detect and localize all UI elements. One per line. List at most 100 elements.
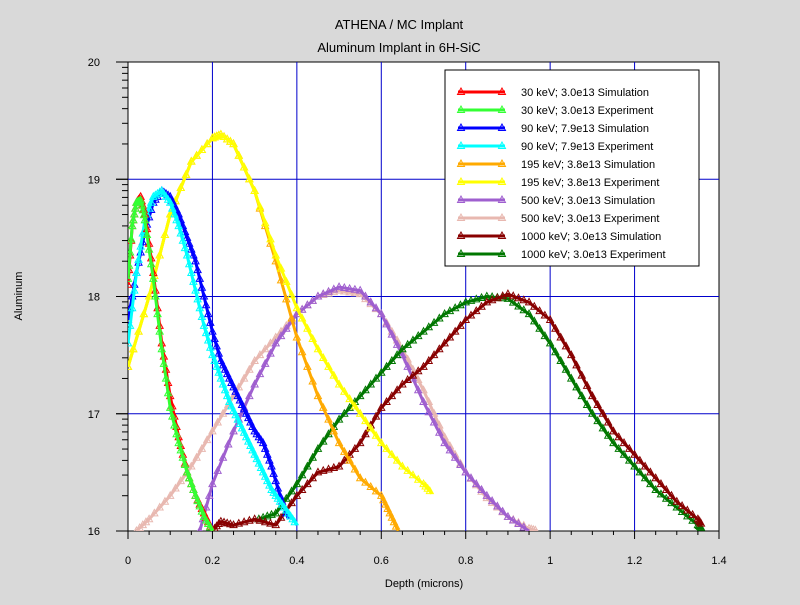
series-point [281,493,291,502]
series-point [218,408,228,417]
series-point [260,218,270,227]
legend-marker [497,86,507,95]
series-point [532,525,539,531]
series-point [350,401,360,410]
series-point [429,350,439,359]
series-point [267,461,276,470]
series-point [683,505,692,514]
series-point [271,508,281,517]
series-point [318,436,328,445]
series-point [303,461,312,470]
series-point [281,276,291,285]
series-point [128,247,135,256]
series-point [403,339,413,348]
series-point [556,332,566,341]
series-point [142,229,152,238]
series-point [656,489,666,498]
series-1 [128,195,215,531]
series-point [382,396,391,406]
series-point [128,260,134,269]
series-point [391,521,401,530]
series-point [258,467,268,476]
series-point [216,129,226,138]
series-point [128,361,133,370]
series-point [140,215,150,224]
series-point [350,284,360,293]
series-point [205,522,215,531]
series-point [174,221,183,230]
series-point [334,379,344,388]
series-point [245,391,254,400]
series-point [234,150,244,159]
series-point [256,462,266,471]
series-point [313,344,323,353]
series-point [189,276,198,285]
series-point [566,350,576,359]
series-point [324,414,333,423]
series-point [345,283,354,292]
series-point [308,376,318,385]
legend-marker [456,140,466,149]
series-point [340,282,349,291]
series-point [265,455,274,464]
series-point [508,297,518,306]
series-point [556,355,566,364]
series-point [408,470,418,479]
legend: 30 keV; 3.0e13 Simulation 30 keV; 3.0e13 … [444,69,700,267]
series-point [181,169,191,178]
series-point [235,395,245,404]
series-point [519,305,529,314]
series-point [361,291,370,300]
series-point [355,285,365,294]
series-point [165,402,175,411]
series-point [231,386,240,395]
series-point [688,515,697,524]
x-tick-label: 0.8 [458,555,473,567]
series-point [498,506,507,515]
series-point [243,413,253,422]
series-point [383,503,392,513]
series-point [514,293,523,302]
series-point [398,344,407,353]
series-point [677,501,687,510]
series-point [292,490,302,499]
series-point [379,495,388,504]
series-point [477,301,486,310]
series-point [561,341,571,350]
series-point [424,322,434,331]
series-point [273,483,283,492]
series-point [197,282,207,291]
series-point [208,479,217,488]
series-point [371,303,381,312]
series-point [255,350,265,359]
series-point [345,394,354,403]
series-point [308,473,318,482]
series-point [144,291,154,300]
series-point [226,136,235,145]
series-point [239,404,249,413]
series-point [493,501,502,510]
series-point [159,358,169,367]
series-point [201,502,211,511]
series-point [361,385,370,394]
legend-marker [497,158,507,167]
legend-marker [497,194,507,203]
series-point [519,295,529,304]
series-point [160,229,170,238]
legend-marker [497,176,507,185]
series-point [222,134,232,143]
series-point [171,483,180,492]
series-point [205,342,215,351]
series-point [224,373,234,382]
series-point [318,402,328,411]
series-point [376,367,386,376]
series-point [266,234,275,243]
series-point [176,182,186,192]
series-point [229,405,238,414]
series-point [144,203,154,212]
series-point [598,423,608,432]
series-point [424,396,434,406]
series-point [345,455,354,464]
series-point [519,522,529,531]
